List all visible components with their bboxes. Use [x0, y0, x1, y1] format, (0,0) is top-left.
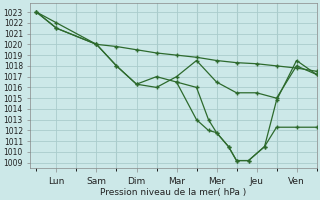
X-axis label: Pression niveau de la mer( hPa ): Pression niveau de la mer( hPa ) — [100, 188, 247, 197]
